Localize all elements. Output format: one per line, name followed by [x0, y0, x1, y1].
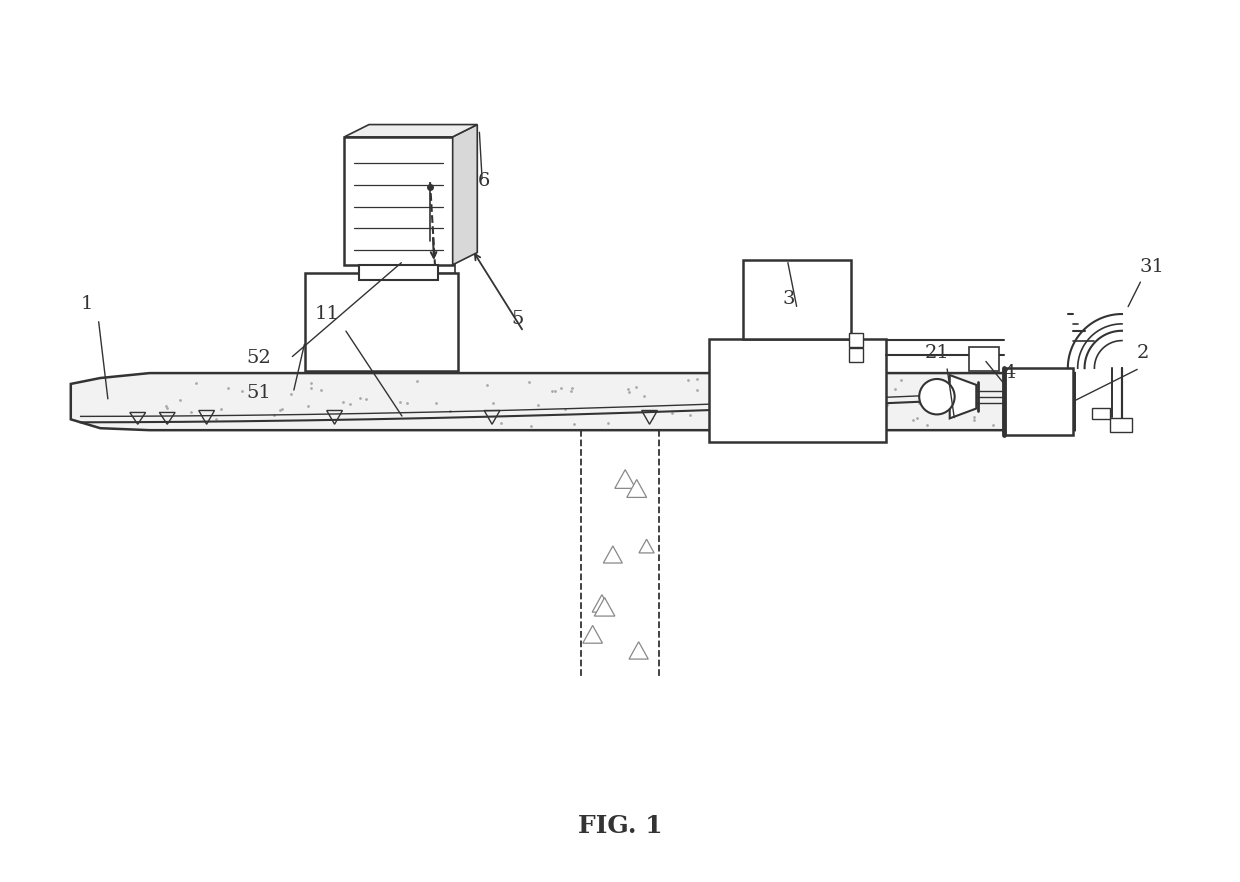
Polygon shape	[453, 124, 477, 265]
Polygon shape	[326, 410, 342, 424]
Bar	[345, 137, 453, 265]
Text: FIG. 1: FIG. 1	[578, 814, 662, 838]
Bar	[1004, 368, 1073, 435]
Polygon shape	[484, 410, 500, 424]
Text: 1: 1	[81, 295, 93, 313]
Polygon shape	[345, 124, 477, 137]
Polygon shape	[583, 625, 603, 643]
Polygon shape	[160, 413, 175, 424]
Polygon shape	[130, 413, 145, 424]
Polygon shape	[198, 410, 215, 424]
Text: 51: 51	[246, 384, 270, 402]
Text: 21: 21	[925, 344, 950, 363]
Circle shape	[919, 379, 955, 415]
Bar	[849, 333, 863, 347]
Bar	[970, 347, 999, 371]
Polygon shape	[626, 480, 646, 497]
Polygon shape	[641, 410, 657, 424]
Polygon shape	[615, 469, 636, 489]
Text: 31: 31	[1140, 258, 1164, 276]
Text: 5: 5	[512, 310, 525, 328]
Polygon shape	[604, 546, 622, 563]
Text: 6: 6	[477, 172, 490, 191]
Polygon shape	[639, 539, 655, 553]
Polygon shape	[594, 598, 615, 616]
Polygon shape	[593, 594, 611, 612]
Bar	[360, 265, 438, 280]
Bar	[1092, 407, 1110, 419]
Bar	[743, 260, 852, 339]
Text: 11: 11	[315, 305, 340, 323]
Text: 52: 52	[246, 349, 270, 367]
Polygon shape	[790, 410, 805, 424]
Bar	[403, 241, 455, 273]
Bar	[305, 273, 458, 371]
Text: 4: 4	[1004, 364, 1017, 382]
Bar	[849, 348, 863, 363]
Polygon shape	[629, 642, 649, 659]
Text: 3: 3	[782, 290, 795, 309]
Text: 2: 2	[1137, 344, 1149, 363]
Polygon shape	[950, 375, 976, 418]
Bar	[1110, 418, 1132, 432]
Bar	[708, 339, 885, 442]
Polygon shape	[71, 373, 1075, 430]
